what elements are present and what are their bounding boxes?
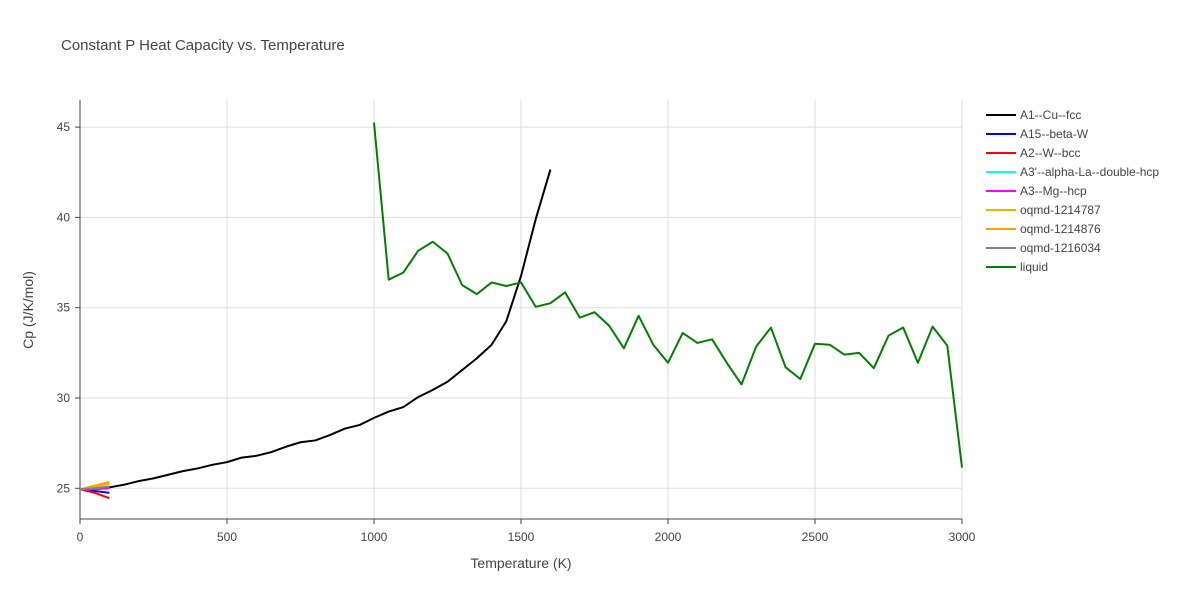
y-tick-labels: 25 30 35 40 45 xyxy=(57,120,71,495)
legend: A1--Cu--fcc A15--beta-W A2--W--bcc A3'--alp… xyxy=(986,108,1159,274)
y-axis-label: Cp (J/K/mol) xyxy=(20,271,36,349)
legend-label: A2--W--bcc xyxy=(1020,146,1080,160)
y-tick-label: 25 xyxy=(57,481,71,495)
x-tick-label: 500 xyxy=(217,530,237,544)
legend-label: oqmd-1216034 xyxy=(1020,241,1101,255)
legend-label: liquid xyxy=(1020,260,1048,274)
legend-label: oqmd-1214787 xyxy=(1020,203,1101,217)
legend-label: A15--beta-W xyxy=(1020,127,1089,141)
series-line-a1-cu-fcc xyxy=(79,169,552,491)
legend-item-oqmd-1214787[interactable]: oqmd-1214787 xyxy=(986,203,1101,217)
legend-item-a1-cu-fcc[interactable]: A1--Cu--fcc xyxy=(986,108,1081,122)
legend-item-liquid[interactable]: liquid xyxy=(986,260,1048,274)
x-tick-label: 2000 xyxy=(655,530,682,544)
legend-label: A1--Cu--fcc xyxy=(1020,108,1081,122)
plot-series xyxy=(79,122,963,500)
y-tick-label: 35 xyxy=(57,301,71,315)
x-axis-label: Temperature (K) xyxy=(470,555,571,571)
x-tick-label: 1000 xyxy=(361,530,388,544)
series-line-oqmd-1216034 xyxy=(79,485,110,491)
y-tick-label: 30 xyxy=(57,391,71,405)
legend-label: A3'--alpha-La--double-hcp xyxy=(1020,165,1159,179)
grid-lines xyxy=(80,100,963,519)
x-tick-label: 0 xyxy=(77,530,84,544)
chart-title: Constant P Heat Capacity vs. Temperature xyxy=(61,37,345,54)
y-tick-label: 40 xyxy=(57,210,71,224)
axes xyxy=(75,100,963,524)
series-line-a2-w-bcc xyxy=(79,488,110,500)
y-tick-label: 45 xyxy=(57,120,71,134)
series-line-liquid xyxy=(373,122,963,468)
legend-label: oqmd-1214876 xyxy=(1020,222,1101,236)
legend-item-a3-alpha-la-double-hcp[interactable]: A3'--alpha-La--double-hcp xyxy=(986,165,1159,179)
x-tick-label: 1500 xyxy=(508,530,535,544)
legend-label: A3--Mg--hcp xyxy=(1020,184,1087,198)
x-tick-labels: 0 500 1000 1500 2000 2500 3000 xyxy=(77,530,976,544)
x-tick-label: 2500 xyxy=(802,530,829,544)
x-tick-label: 3000 xyxy=(949,530,976,544)
legend-item-a15-beta-w[interactable]: A15--beta-W xyxy=(986,127,1089,141)
legend-item-oqmd-1216034[interactable]: oqmd-1216034 xyxy=(986,241,1101,255)
legend-item-oqmd-1214876[interactable]: oqmd-1214876 xyxy=(986,222,1101,236)
legend-item-a2-w-bcc[interactable]: A2--W--bcc xyxy=(986,146,1080,160)
legend-item-a3-mg-hcp[interactable]: A3--Mg--hcp xyxy=(986,184,1087,198)
